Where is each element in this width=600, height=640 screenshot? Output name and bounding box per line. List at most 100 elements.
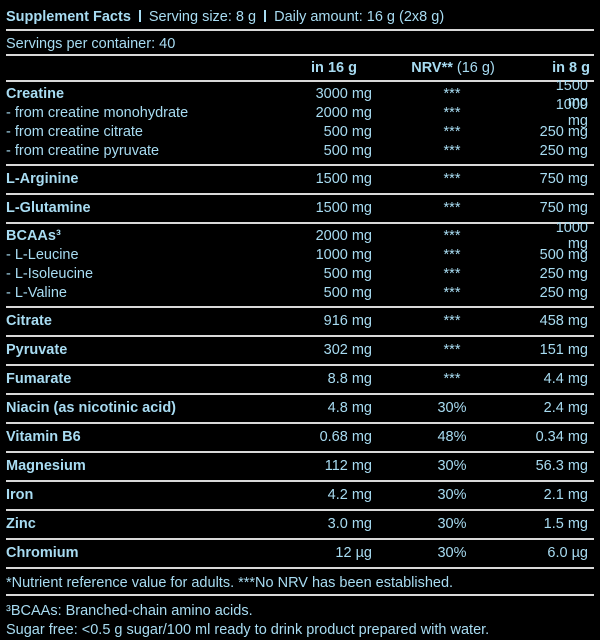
amount-16g: 8.8 mg (327, 370, 372, 387)
row: Niacin (as nicotinic acid) 4.8 mg 30% 2.4 m… (6, 397, 594, 418)
footnotes: ³BCAAs: Branched-chain amino acids. Suga… (6, 596, 594, 640)
amount-8g: 4.4 mg (543, 370, 588, 387)
footnote: ³BCAAs: Branched-chain amino acids. (6, 603, 253, 619)
amount-16g: 4.8 mg (327, 399, 372, 416)
row: Iron 4.2 mg 30% 2.1 mg (6, 484, 594, 505)
row: - from creatine pyruvate 500 mg *** 250 mg (6, 141, 594, 160)
group: Citrate 916 mg *** 458 mg (6, 308, 594, 337)
nrv: 30% (437, 457, 467, 474)
nutrient: Niacin (as nicotinic acid) (6, 399, 177, 416)
group: Iron 4.2 mg 30% 2.1 mg (6, 482, 594, 511)
row: - from creatine monohydrate 2000 mg *** 100… (6, 97, 594, 129)
group: BCAAs³ 2000 mg *** 1000 mg - L-Leucine 1000 m… (6, 220, 594, 308)
column-header: in 8 g (552, 60, 590, 76)
nutrient: - from creatine monohydrate (6, 104, 189, 121)
amount-16g: 3.0 mg (327, 515, 372, 532)
nrv: *** (443, 246, 461, 263)
row: - L-Leucine 1000 mg *** 500 mg (6, 245, 594, 264)
amount-8g: 750 mg (539, 199, 588, 216)
nrv: *** (443, 123, 461, 140)
nutrient: Pyruvate (6, 341, 68, 358)
row: - L-Isoleucine 500 mg *** 250 mg (6, 264, 594, 283)
supplement-facts: Supplement Facts Serving size: 8 g Daily a… (6, 0, 594, 638)
amount-8g: 250 mg (539, 123, 588, 140)
nutrient: Vitamin B6 (6, 428, 81, 445)
nrv: 48% (437, 428, 467, 445)
nrv-unit: (16 g) (456, 60, 495, 76)
header: Supplement Facts Serving size: 8 g Daily a… (6, 0, 594, 31)
amount-8g: 1000 mg (555, 219, 588, 252)
group: Zinc 3.0 mg 30% 1.5 mg (6, 511, 594, 540)
row: L-Arginine 1500 mg *** 750 mg (6, 168, 594, 189)
amount-8g: 1.5 mg (543, 515, 588, 532)
row: Vitamin B6 0.68 mg 48% 0.34 mg (6, 426, 594, 447)
amount-16g: 1500 mg (315, 199, 372, 216)
amount-8g: 2.4 mg (543, 399, 588, 416)
nutrient: Iron (6, 486, 34, 503)
footnote: Sugar free: <0.5 g sugar/100 ml ready to… (6, 622, 490, 638)
amount-16g: 12 µg (335, 544, 372, 561)
amount-16g: 500 mg (323, 284, 372, 301)
nrv: *** (443, 312, 461, 329)
amount-8g: 458 mg (539, 312, 588, 329)
amount-16g: 500 mg (323, 123, 372, 140)
serving-size: Serving size: 8 g (148, 9, 257, 25)
amount-8g: 151 mg (539, 341, 588, 358)
group: Vitamin B6 0.68 mg 48% 0.34 mg (6, 424, 594, 453)
group: Niacin (as nicotinic acid) 4.8 mg 30% 2.4 m… (6, 395, 594, 424)
amount-8g: 250 mg (539, 284, 588, 301)
nutrient: L-Glutamine (6, 199, 91, 216)
amount-8g: 250 mg (539, 265, 588, 282)
row: Creatine 3000 mg *** 1500 mg (6, 78, 594, 110)
table-body: Creatine 3000 mg *** 1500 mg - from creatine… (6, 78, 594, 569)
nutrient: Magnesium (6, 457, 86, 474)
row: Fumarate 8.8 mg *** 4.4 mg (6, 368, 594, 389)
nrv: *** (443, 227, 461, 244)
nutrient: Zinc (6, 515, 36, 532)
row: - L-Valine 500 mg *** 250 mg (6, 283, 594, 302)
nutrient: BCAAs³ (6, 227, 61, 244)
amount-16g: 0.68 mg (319, 428, 372, 445)
amount-16g: 1000 mg (315, 246, 372, 263)
amount-16g: 500 mg (323, 265, 372, 282)
amount-8g: 1000 mg (555, 96, 588, 129)
nrv: *** (443, 370, 461, 387)
group: L-Glutamine 1500 mg *** 750 mg (6, 195, 594, 224)
nrv: 30% (437, 486, 467, 503)
row: Pyruvate 302 mg *** 151 mg (6, 339, 594, 360)
nutrient: - L-Valine (6, 284, 67, 301)
group: L-Arginine 1500 mg *** 750 mg (6, 166, 594, 195)
nutrient: Citrate (6, 312, 52, 329)
amount-8g: 250 mg (539, 142, 588, 159)
amount-16g: 500 mg (323, 142, 372, 159)
nrv: *** (443, 284, 461, 301)
nrv: *** (443, 199, 461, 216)
separator (138, 10, 141, 22)
column-headers: in 16 g NRV** (16 g) in 8 g (6, 56, 594, 82)
nutrient: - from creatine pyruvate (6, 142, 160, 159)
row: Chromium 12 µg 30% 6.0 µg (6, 542, 594, 563)
row: Zinc 3.0 mg 30% 1.5 mg (6, 513, 594, 534)
amount-8g: 500 mg (539, 246, 588, 263)
group: Creatine 3000 mg *** 1500 mg - from creatine… (6, 78, 594, 166)
amount-8g: 1500 mg (555, 77, 588, 110)
amount-16g: 2000 mg (315, 227, 372, 244)
nrv: *** (443, 170, 461, 187)
amount-16g: 112 mg (324, 457, 372, 474)
amount-16g: 4.2 mg (327, 486, 372, 503)
servings: Servings per container: 40 (6, 31, 594, 56)
nrv: 30% (437, 515, 467, 532)
group: Fumarate 8.8 mg *** 4.4 mg (6, 366, 594, 395)
title: Supplement Facts (6, 9, 131, 25)
amount-8g: 750 mg (539, 170, 588, 187)
nutrient: - L-Isoleucine (6, 265, 94, 282)
daily-amount: Daily amount: 16 g (2x8 g) (274, 9, 445, 25)
nrv: 30% (437, 399, 467, 416)
amount-16g: 2000 mg (315, 104, 372, 121)
nrv: *** (443, 142, 461, 159)
column-header: in 16 g (311, 60, 357, 76)
amount-8g: 6.0 µg (547, 544, 588, 561)
amount-16g: 916 mg (323, 312, 372, 329)
nrv-label: NRV** (411, 60, 453, 76)
row: - from creatine citrate 500 mg *** 250 mg (6, 122, 594, 141)
